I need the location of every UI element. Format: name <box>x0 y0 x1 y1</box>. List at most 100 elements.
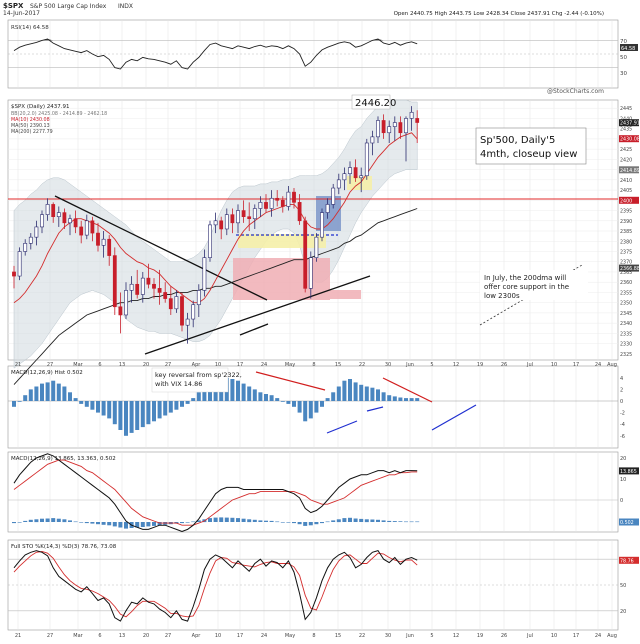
x-tick-label: 20 <box>143 362 149 368</box>
hist-tick-label: 0 <box>620 399 623 405</box>
peak-label: 2446.20 <box>355 98 396 109</box>
price-tick-label: 2370 <box>620 260 632 266</box>
macd-panel-hist-bar <box>292 522 296 524</box>
x-tick-label-bottom: 27 <box>47 633 53 639</box>
hist-bar <box>359 384 364 401</box>
hist-bar <box>17 401 22 402</box>
hist-bar <box>124 401 128 436</box>
macd-panel-hist-bar <box>336 519 341 523</box>
macd-panel-hist-bar <box>196 520 201 522</box>
hist-bar <box>40 383 44 401</box>
x-tick-label-bottom: 8 <box>312 633 315 639</box>
price-legend-5: MA(200) 2277.79 <box>11 129 53 135</box>
candle-body <box>320 212 324 238</box>
candle-body <box>40 214 44 228</box>
macd-panel-hist-bar <box>331 520 336 522</box>
candle-body <box>392 122 397 127</box>
macd-red-trend-1 <box>255 371 326 391</box>
candle-body <box>398 122 403 134</box>
x-tick-label-bottom: Jul <box>526 633 533 639</box>
candle-body <box>79 226 84 236</box>
hist-bar <box>415 398 420 401</box>
hist-bar <box>51 380 56 401</box>
macd-panel <box>7 451 619 533</box>
price-tick-label: 2390 <box>620 219 632 225</box>
x-tick-label-bottom: 6 <box>98 633 101 639</box>
sto-tag-text: 78.76 <box>620 558 634 564</box>
macd-panel-hist-bar <box>140 522 145 527</box>
macd-panel-hist-bar <box>247 519 252 523</box>
hist-bar <box>280 401 285 402</box>
candle-body <box>252 208 257 220</box>
candle-body <box>292 191 296 203</box>
macd-label: MACD(12,26,9) 13.865, 13.363, 0.502 <box>11 456 116 462</box>
x-tick-label-bottom: 5 <box>430 633 433 639</box>
macd-panel-hist-bar <box>415 521 420 523</box>
candle-body <box>387 126 392 134</box>
macd-panel-hist-bar <box>112 522 117 527</box>
hist-bar <box>264 394 268 401</box>
hist-bar <box>135 401 140 430</box>
hist-bar <box>342 380 347 401</box>
price-axis: 2445244024352430242524202415241024052400… <box>620 106 632 358</box>
candle-body <box>286 191 291 207</box>
price-tag-text: 2437.91 <box>620 121 640 127</box>
candle-body <box>359 175 364 179</box>
x-tick-label: 15 <box>335 362 341 368</box>
hist-tick-label: 4 <box>620 376 623 382</box>
x-tick-label-bottom: 10 <box>215 633 221 639</box>
macd-panel-hist-bar <box>152 522 156 526</box>
candle-body <box>336 179 341 189</box>
macd-panel-hist-bar <box>314 522 319 525</box>
macd-panel-hist-bar <box>135 522 140 528</box>
macd-panel-hist-bar <box>381 520 386 522</box>
price-tag-box <box>619 196 639 204</box>
price-tick-label: 2365 <box>620 270 632 276</box>
x-tick-label: 13 <box>119 362 125 368</box>
price-tick-label: 2380 <box>620 239 632 245</box>
candle-body <box>196 290 201 306</box>
candles <box>12 106 420 344</box>
hist-bar <box>79 401 84 404</box>
candle-body <box>101 238 106 246</box>
macd-panel-hist-bar <box>28 519 33 522</box>
candle-body <box>180 296 184 326</box>
macd-panel-hist-bar <box>12 522 16 524</box>
macd-panel-hist-bar <box>370 519 375 522</box>
macd-panel-hist-bar <box>213 517 218 522</box>
hist-bar <box>157 401 162 419</box>
rsi-tag-box <box>620 44 638 51</box>
note-line: In July, the 200dma will <box>484 274 566 282</box>
hist-bar <box>84 401 89 407</box>
rsi-overbought-fill <box>14 39 418 41</box>
price-legend-2: BB(20,2.0) 2425.08 - 2414.89 - 2462.18 <box>11 111 107 117</box>
candle-body <box>84 220 89 236</box>
title-line1: Sp'500, Daily'5 <box>480 135 555 146</box>
candle-body <box>364 142 369 177</box>
hist-bar <box>275 398 280 401</box>
macd-panel-hist-bar <box>269 520 274 522</box>
x-tick-label: 8 <box>312 362 315 368</box>
hist-bar <box>297 401 302 413</box>
x-tick-label-bottom: 17 <box>573 633 579 639</box>
candle-body <box>12 271 16 277</box>
macd-panel-hist-bar <box>353 518 358 522</box>
hist-bar <box>370 387 375 401</box>
hist-bar <box>28 389 33 401</box>
x-tick-label-bottom: 27 <box>165 633 171 639</box>
rsi-tick-30: 30 <box>620 71 627 77</box>
candle-body <box>51 204 56 217</box>
hist-bar <box>45 382 50 401</box>
candle-body <box>146 277 151 285</box>
hist-bar <box>353 382 358 401</box>
candle-body <box>152 283 156 289</box>
hist-bar <box>404 398 408 401</box>
candle-body <box>62 212 67 224</box>
price-tick-label: 2375 <box>620 250 632 256</box>
macd-blue-trend-1 <box>326 420 358 434</box>
title-line2: 4mth, closeup view <box>480 149 577 160</box>
candle-body <box>34 226 39 238</box>
macd-panel-hist-bar <box>364 519 369 523</box>
macd-panel-hist-bar <box>320 522 324 524</box>
x-tick-label-bottom: 17 <box>237 633 243 639</box>
